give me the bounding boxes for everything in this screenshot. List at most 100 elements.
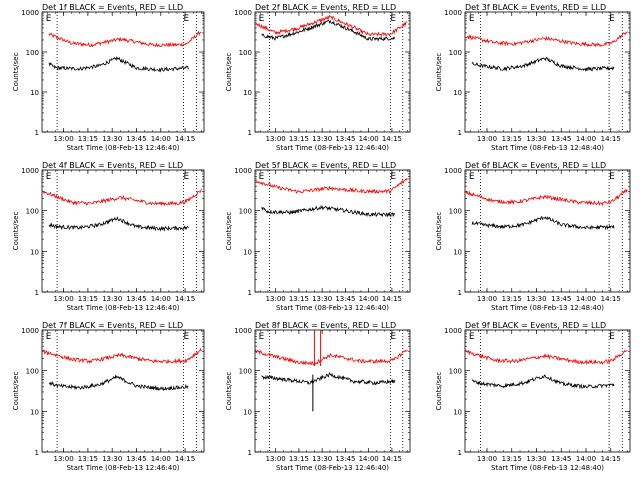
x-tick-label: 13:45 — [335, 455, 355, 463]
chart-panel-5: Det 5f BLACK = Events, RED = LLD 1 10 100 10… — [225, 161, 411, 312]
x-tick-label: 14:00 — [576, 135, 596, 143]
chart-title: Det 6f BLACK = Events, RED = LLD — [465, 161, 606, 170]
x-tick-label: 13:15 — [78, 455, 98, 463]
series-line — [48, 374, 189, 392]
marker-label: E — [609, 332, 615, 342]
y-tick-label: 1000 — [21, 327, 39, 335]
x-tick-label: 14:00 — [359, 135, 379, 143]
x-tick-label: 13:30 — [526, 295, 546, 303]
y-tick-label: 10 — [243, 89, 252, 97]
x-tick-label: 14:15 — [601, 295, 621, 303]
x-tick-label: 13:30 — [102, 455, 122, 463]
chart-title: Det 1f BLACK = Events, RED = LLD — [42, 3, 183, 12]
chart-panel-6: Det 6f BLACK = Events, RED = LLD 1 10 100 10… — [435, 161, 631, 312]
x-axis-label: Start Time (08-Feb-13 12:46:40) — [66, 304, 179, 312]
y-tick-label: 1 — [458, 289, 462, 297]
chart-title: Det 7f BLACK = Events, RED = LLD — [42, 321, 183, 330]
chart-panel-1: Det 1f BLACK = Events, RED = LLD 1 10 100 10… — [12, 3, 205, 152]
y-tick-label: 10 — [453, 89, 462, 97]
marker-label: E — [259, 172, 265, 182]
x-axis-label: Start Time (08-Feb-13 12:46:40) — [276, 304, 389, 312]
y-tick-label: 100 — [449, 49, 462, 57]
y-tick-label: 1 — [458, 449, 462, 457]
x-tick-label: 13:45 — [551, 455, 571, 463]
y-axis-label: Counts/sec — [12, 53, 20, 92]
x-tick-label: 14:15 — [601, 135, 621, 143]
series-line — [255, 177, 408, 195]
marker-label: E — [259, 332, 265, 342]
x-tick-label: 14:00 — [151, 455, 171, 463]
x-tick-label: 13:00 — [477, 295, 497, 303]
x-tick-label: 13:00 — [477, 455, 497, 463]
x-axis-label: Start Time (08-Feb-13 12:48:40) — [491, 304, 604, 312]
y-tick-label: 10 — [453, 248, 462, 256]
x-axis-label: Start Time (08-Feb-13 12:46:40) — [276, 144, 389, 152]
marker-label: E — [183, 14, 189, 24]
marker-label: E — [390, 172, 396, 182]
x-tick-label: 13:30 — [102, 295, 122, 303]
series-line — [471, 57, 615, 72]
y-tick-label: 1000 — [234, 327, 252, 335]
marker-label: E — [469, 172, 475, 182]
chart-panel-9: Det 9f BLACK = Events, RED = LLD 1 10 100 10… — [435, 321, 631, 472]
y-axis-label: Counts/sec — [225, 372, 233, 411]
x-tick-label: 13:45 — [335, 295, 355, 303]
y-tick-label: 100 — [449, 208, 462, 216]
y-tick-label: 1 — [35, 449, 39, 457]
x-tick-label: 13:30 — [526, 455, 546, 463]
chart-title: Det 9f BLACK = Events, RED = LLD — [465, 321, 606, 330]
y-tick-label: 100 — [449, 368, 462, 376]
y-tick-label: 1 — [248, 289, 252, 297]
series-line — [48, 31, 202, 48]
y-tick-label: 10 — [453, 408, 462, 416]
x-axis-label: Start Time (08-Feb-13 12:46:40) — [276, 464, 389, 472]
chart-panel-7: Det 7f BLACK = Events, RED = LLD 1 10 100 10… — [12, 321, 205, 472]
y-tick-label: 1000 — [444, 327, 462, 335]
series-line — [255, 14, 408, 37]
x-tick-label: 14:15 — [601, 455, 621, 463]
y-tick-label: 1000 — [444, 167, 462, 175]
x-tick-label: 14:00 — [359, 295, 379, 303]
x-axis-label: Start Time (08-Feb-13 12:48:40) — [491, 144, 604, 152]
x-tick-label: 13:45 — [551, 135, 571, 143]
y-tick-label: 1000 — [234, 167, 252, 175]
series-line — [48, 216, 189, 232]
x-tick-label: 13:00 — [266, 135, 286, 143]
marker-label: E — [469, 14, 475, 24]
x-tick-label: 13:30 — [312, 135, 332, 143]
plot-frame — [464, 329, 631, 453]
x-tick-label: 13:30 — [312, 455, 332, 463]
plot-frame — [41, 329, 205, 453]
plot-frame — [254, 329, 411, 453]
y-tick-label: 100 — [26, 208, 39, 216]
series-line — [465, 188, 628, 207]
marker-label: E — [390, 332, 396, 342]
series-line — [471, 216, 615, 231]
y-tick-label: 100 — [26, 368, 39, 376]
y-tick-label: 1 — [248, 449, 252, 457]
plot-frame — [254, 11, 411, 133]
marker-label: E — [390, 14, 396, 24]
chart-title: Det 5f BLACK = Events, RED = LLD — [255, 161, 396, 170]
marker-label: E — [183, 332, 189, 342]
y-tick-label: 100 — [26, 49, 39, 57]
y-tick-label: 100 — [239, 368, 252, 376]
y-tick-label: 10 — [30, 248, 39, 256]
chart-title: Det 2f BLACK = Events, RED = LLD — [255, 3, 396, 12]
chart-panel-4: Det 4f BLACK = Events, RED = LLD 1 10 100 10… — [12, 161, 205, 312]
marker-label: E — [46, 172, 52, 182]
series-line — [42, 188, 202, 207]
x-tick-label: 14:15 — [175, 295, 195, 303]
series-line — [465, 31, 628, 48]
chart-panel-8: Det 8f BLACK = Events, RED = LLD 1 10 100 10… — [225, 321, 411, 472]
chart-panel-2: Det 2f BLACK = Events, RED = LLD 1 10 100 10… — [225, 3, 411, 152]
x-tick-label: 14:15 — [382, 135, 402, 143]
series-line — [261, 19, 396, 43]
x-tick-label: 14:00 — [151, 295, 171, 303]
x-tick-label: 13:45 — [551, 295, 571, 303]
series-line — [48, 55, 189, 73]
y-tick-label: 1000 — [21, 167, 39, 175]
x-tick-label: 13:15 — [502, 455, 522, 463]
y-tick-label: 1000 — [444, 9, 462, 17]
